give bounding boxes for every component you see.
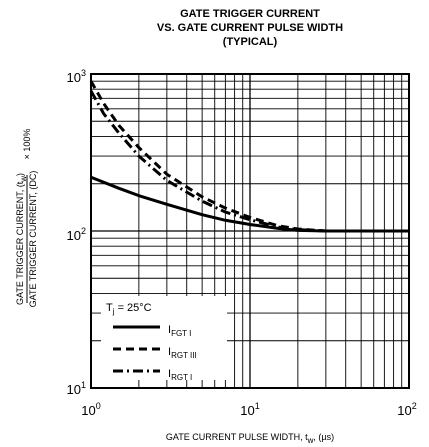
x-tick-label-left: 100: [81, 401, 100, 418]
legend-label-main: I: [168, 368, 171, 380]
legend: Tj = 25°C IFGT I IRGT III IRGT I: [101, 296, 227, 382]
chart-title: GATE TRIGGER CURRENT VS. GATE CURRENT PU…: [157, 8, 343, 48]
legend-title-main: T: [106, 302, 113, 314]
x-tick-exp: 2: [412, 401, 417, 411]
x-tick-exp: 0: [96, 401, 101, 411]
x-axis-label-main: GATE CURRENT PULSE WIDTH, t: [166, 432, 308, 442]
legend-label-fgt-i: IFGT I: [168, 324, 191, 338]
y-axis-label: GATE TRIGGER CURRENT, (tw) GATE TRIGGER …: [15, 129, 38, 308]
y-tick-base: 10: [67, 228, 81, 243]
y-tick-exp: 3: [81, 68, 86, 78]
y-axis-suffix: × 100%: [22, 129, 32, 160]
y-tick-base: 10: [67, 70, 81, 85]
legend-title: Tj = 25°C: [106, 302, 152, 316]
legend-title-sub: j: [112, 307, 115, 316]
legend-label-sub: RGT I: [171, 373, 192, 382]
x-tick-base: 10: [81, 403, 95, 418]
y-axis-denominator: GATE TRIGGER CURRENT, (DC): [28, 171, 38, 308]
x-axis-label-sub: w: [307, 436, 314, 445]
x-tick-exp: 1: [255, 401, 260, 411]
legend-label-sub: FGT I: [171, 329, 191, 338]
title-line-2: VS. GATE CURRENT PULSE WIDTH: [157, 22, 343, 34]
x-axis-label: GATE CURRENT PULSE WIDTH, tw, (µs): [166, 432, 334, 445]
y-axis-numerator-main: GATE TRIGGER CURRENT, (t: [15, 181, 25, 305]
title-line-3: (TYPICAL): [223, 36, 278, 48]
x-tick-label-right: 102: [397, 401, 416, 418]
y-axis-numerator-end: ): [15, 173, 25, 176]
x-axis-label-unit: , (µs): [313, 432, 334, 442]
legend-title-end: = 25°C: [115, 302, 152, 314]
y-tick-exp: 2: [81, 226, 86, 236]
series-line-fgt-i: [90, 175, 409, 233]
y-tick-label-top: 103: [67, 68, 86, 85]
title-line-1: GATE TRIGGER CURRENT: [180, 8, 320, 20]
legend-label-main: I: [168, 346, 171, 358]
y-tick-base: 10: [67, 382, 81, 397]
legend-label-rgt-i: IRGT I: [168, 368, 192, 382]
x-tick-label-mid: 101: [240, 401, 259, 418]
grid: [90, 74, 409, 389]
legend-background: [101, 296, 227, 380]
y-axis-numerator: GATE TRIGGER CURRENT, (tw): [15, 173, 28, 305]
series-layer: [89, 80, 409, 233]
y-tick-label-mid: 102: [67, 226, 86, 243]
x-tick-base: 10: [240, 403, 254, 418]
y-tick-label-bottom: 101: [67, 380, 86, 397]
plot-frame: [90, 73, 410, 389]
x-tick-base: 10: [397, 403, 411, 418]
series-line-rgt-i: [89, 90, 409, 233]
y-axis-numerator-sub: w: [19, 176, 28, 183]
y-tick-exp: 1: [81, 380, 86, 390]
legend-label-rgt-iii: IRGT III: [168, 346, 197, 360]
legend-label-sub: RGT III: [171, 351, 197, 360]
legend-label-main: I: [168, 324, 171, 336]
